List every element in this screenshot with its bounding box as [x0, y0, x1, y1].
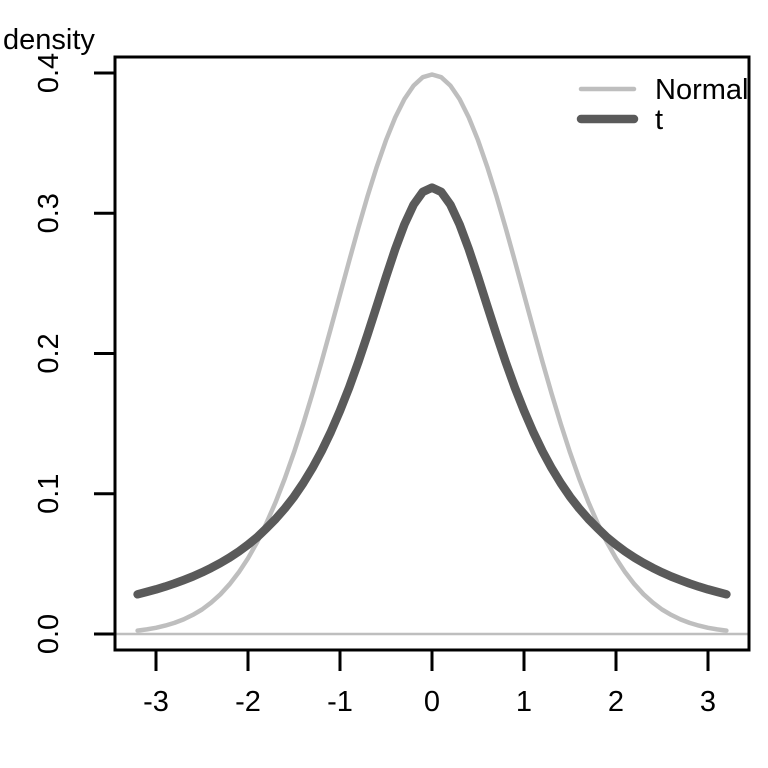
y-axis-group: 0.0 0.1 0.2 0.3 0.4: [33, 53, 114, 654]
y-tick-label: 0.4: [33, 53, 65, 93]
x-tick-label: -3: [143, 686, 169, 718]
normal-curve: [135, 72, 729, 633]
x-tick-label: -2: [235, 686, 261, 718]
y-axis-title: density: [3, 24, 95, 56]
x-tick-label: 2: [608, 686, 624, 718]
legend-label-normal: Normal: [655, 74, 748, 106]
y-tick-label: 0.1: [33, 474, 65, 514]
plot-box: [113, 55, 751, 652]
x-tick-label: 1: [516, 686, 532, 718]
t-curve: [133, 183, 731, 599]
y-tick-label: 0.2: [33, 333, 65, 373]
x-tick-label: 3: [700, 686, 716, 718]
plot-box-group: [113, 55, 751, 652]
x-tick-label: 0: [424, 686, 440, 718]
y-tick-label: 0.3: [33, 193, 65, 233]
series-group: [133, 72, 731, 633]
x-axis-group: -3 -2 -1 0 1 2 3: [143, 651, 716, 718]
legend-label-t: t: [655, 104, 663, 136]
y-tick-label: 0.0: [33, 614, 65, 654]
x-tick-label: -1: [327, 686, 353, 718]
